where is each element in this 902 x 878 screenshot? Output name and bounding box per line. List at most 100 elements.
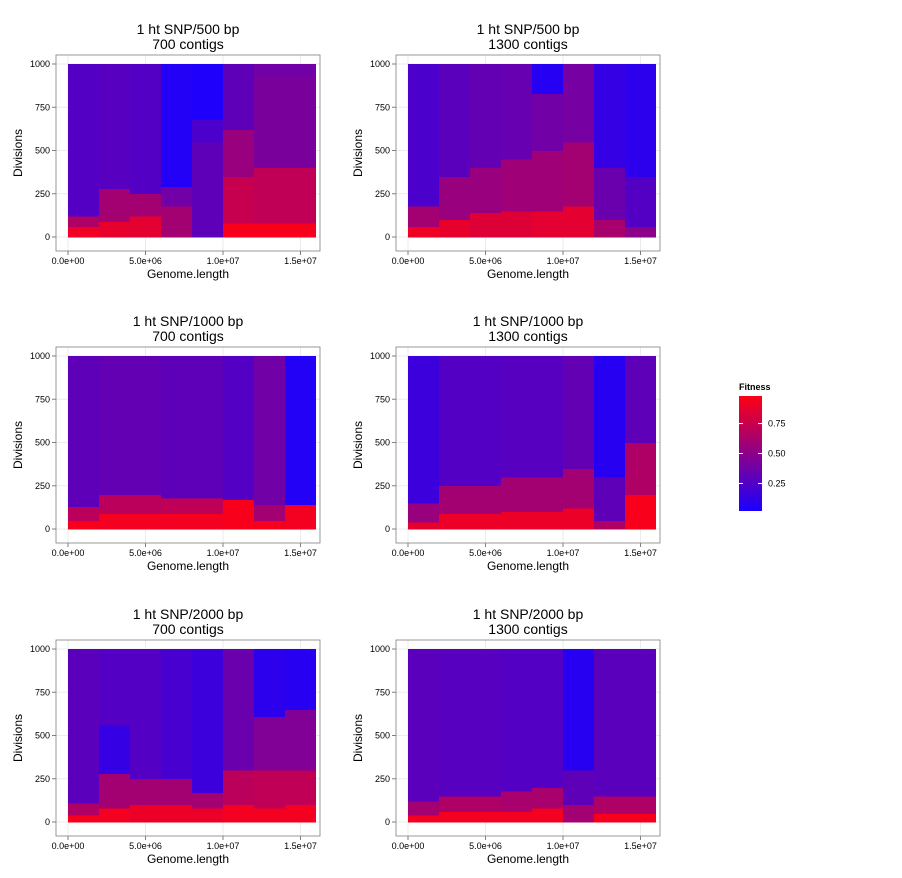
heatmap-cell xyxy=(501,159,532,212)
heatmap-cell xyxy=(192,649,223,793)
heatmap-cell xyxy=(223,649,254,771)
fitness-legend: Fitness 0.25 0.50 0.75 xyxy=(739,382,786,511)
heatmap-cell xyxy=(439,649,501,797)
x-tick-label: 1.0e+07 xyxy=(547,841,580,851)
heatmap-cell xyxy=(285,770,316,806)
panel-title-line-2: 700 contigs xyxy=(152,621,224,637)
heatmap-tiles xyxy=(408,64,656,238)
heatmap-cell xyxy=(161,497,223,514)
heatmap-cell xyxy=(161,804,192,823)
heatmap-tiles xyxy=(68,649,316,823)
heatmap-cell xyxy=(563,649,594,771)
heatmap-cell xyxy=(408,205,439,228)
y-tick-label: 250 xyxy=(375,774,390,784)
heatmap-cell xyxy=(99,808,130,823)
heatmap-cell xyxy=(594,477,625,521)
y-tick-label: 0 xyxy=(45,524,50,534)
y-tick-label: 0 xyxy=(45,817,50,827)
y-tick-label: 750 xyxy=(375,394,390,404)
heatmap-cell xyxy=(223,499,254,530)
heatmap-cell xyxy=(594,813,656,823)
x-tick-label: 0.0e+00 xyxy=(52,256,85,266)
heatmap-cell xyxy=(161,649,192,780)
heatmap-cell xyxy=(501,64,532,160)
heatmap-cell xyxy=(563,770,594,806)
x-axis-label: Genome.length xyxy=(487,852,569,866)
heatmap-cell xyxy=(99,649,130,726)
heatmap-cell xyxy=(625,176,656,228)
x-axis-label: Genome.length xyxy=(147,852,229,866)
heatmap-cell xyxy=(408,522,439,530)
heatmap-cell xyxy=(223,804,254,823)
heatmap-cell xyxy=(594,64,625,169)
y-tick-label: 750 xyxy=(35,102,50,112)
heatmap-cell xyxy=(285,649,316,710)
panel-title-line-1: 1 ht SNP/2000 bp xyxy=(473,606,584,622)
panel-title-line-1: 1 ht SNP/1000 bp xyxy=(133,313,244,329)
heatmap-cell xyxy=(161,205,192,238)
heatmap-cell xyxy=(532,787,563,809)
heatmap-panel-2: 0 250 500 750 1000 0.0e+00 5.0e+06 1.0e+07 1.5e+… xyxy=(351,21,661,281)
heatmap-cell xyxy=(285,709,316,771)
x-axis-label: Genome.length xyxy=(147,559,229,573)
panel-title-line-1: 1 ht SNP/500 bp xyxy=(477,21,580,37)
heatmap-cell xyxy=(625,64,656,177)
heatmap-cell xyxy=(254,716,285,771)
heatmap-cell xyxy=(99,773,130,809)
heatmap-cell xyxy=(470,212,501,238)
heatmap-cell xyxy=(563,205,594,238)
heatmap-tiles xyxy=(408,649,656,823)
heatmap-cell xyxy=(68,802,99,816)
y-tick-label: 0 xyxy=(385,524,390,534)
heatmap-panel-1: 0 250 500 750 1000 0.0e+00 5.0e+06 1.0e+07 1.5e+… xyxy=(11,21,321,281)
heatmap-cell xyxy=(532,93,563,151)
x-tick-label: 1.0e+07 xyxy=(207,841,240,851)
heatmap-tiles xyxy=(68,356,316,530)
heatmap-cell xyxy=(192,119,223,143)
x-tick-label: 0.0e+00 xyxy=(392,548,425,558)
y-tick-label: 0 xyxy=(385,817,390,827)
y-axis-label: Divisions xyxy=(11,129,25,177)
heatmap-cell xyxy=(68,815,99,823)
heatmap-cell xyxy=(68,226,99,238)
x-tick-label: 0.0e+00 xyxy=(392,256,425,266)
heatmap-cell xyxy=(532,64,563,94)
x-tick-label: 5.0e+06 xyxy=(129,256,162,266)
legend-tick-label: 0.50 xyxy=(768,449,786,459)
heatmap-cell xyxy=(470,167,501,214)
y-tick-label: 1000 xyxy=(370,59,390,69)
heatmap-cell xyxy=(254,808,285,823)
heatmap-cell xyxy=(563,141,594,207)
heatmap-cell xyxy=(408,356,439,504)
heatmap-cell xyxy=(625,356,656,443)
heatmap-panel-5: 0 250 500 750 1000 0.0e+00 5.0e+06 1.0e+07 1.5e+… xyxy=(11,606,321,866)
heatmap-cell xyxy=(99,513,161,530)
x-tick-label: 1.0e+07 xyxy=(547,548,580,558)
heatmap-cell xyxy=(501,356,563,478)
heatmap-cell xyxy=(192,792,223,809)
heatmap-cell xyxy=(439,356,501,487)
y-axis-label: Divisions xyxy=(11,421,25,469)
panel-border xyxy=(55,639,321,837)
heatmap-cell xyxy=(223,129,254,177)
heatmap-cell xyxy=(501,511,563,530)
heatmap-cell xyxy=(594,356,625,478)
heatmap-cell xyxy=(532,211,563,238)
y-tick-label: 250 xyxy=(375,481,390,491)
x-axis-label: Genome.length xyxy=(487,267,569,281)
heatmap-cell xyxy=(130,778,161,806)
heatmap-cell xyxy=(192,141,223,238)
heatmap-cell xyxy=(501,811,532,823)
x-tick-label: 5.0e+06 xyxy=(469,548,502,558)
heatmap-cell xyxy=(161,186,192,207)
x-tick-label: 0.0e+00 xyxy=(52,841,85,851)
y-tick-label: 750 xyxy=(35,687,50,697)
heatmap-cell xyxy=(99,64,130,189)
heatmap-cell xyxy=(439,811,501,823)
heatmap-cell xyxy=(563,356,594,469)
x-tick-label: 1.5e+07 xyxy=(624,256,657,266)
x-tick-label: 1.0e+07 xyxy=(547,256,580,266)
y-tick-label: 500 xyxy=(35,731,50,741)
heatmap-cell xyxy=(99,725,130,774)
